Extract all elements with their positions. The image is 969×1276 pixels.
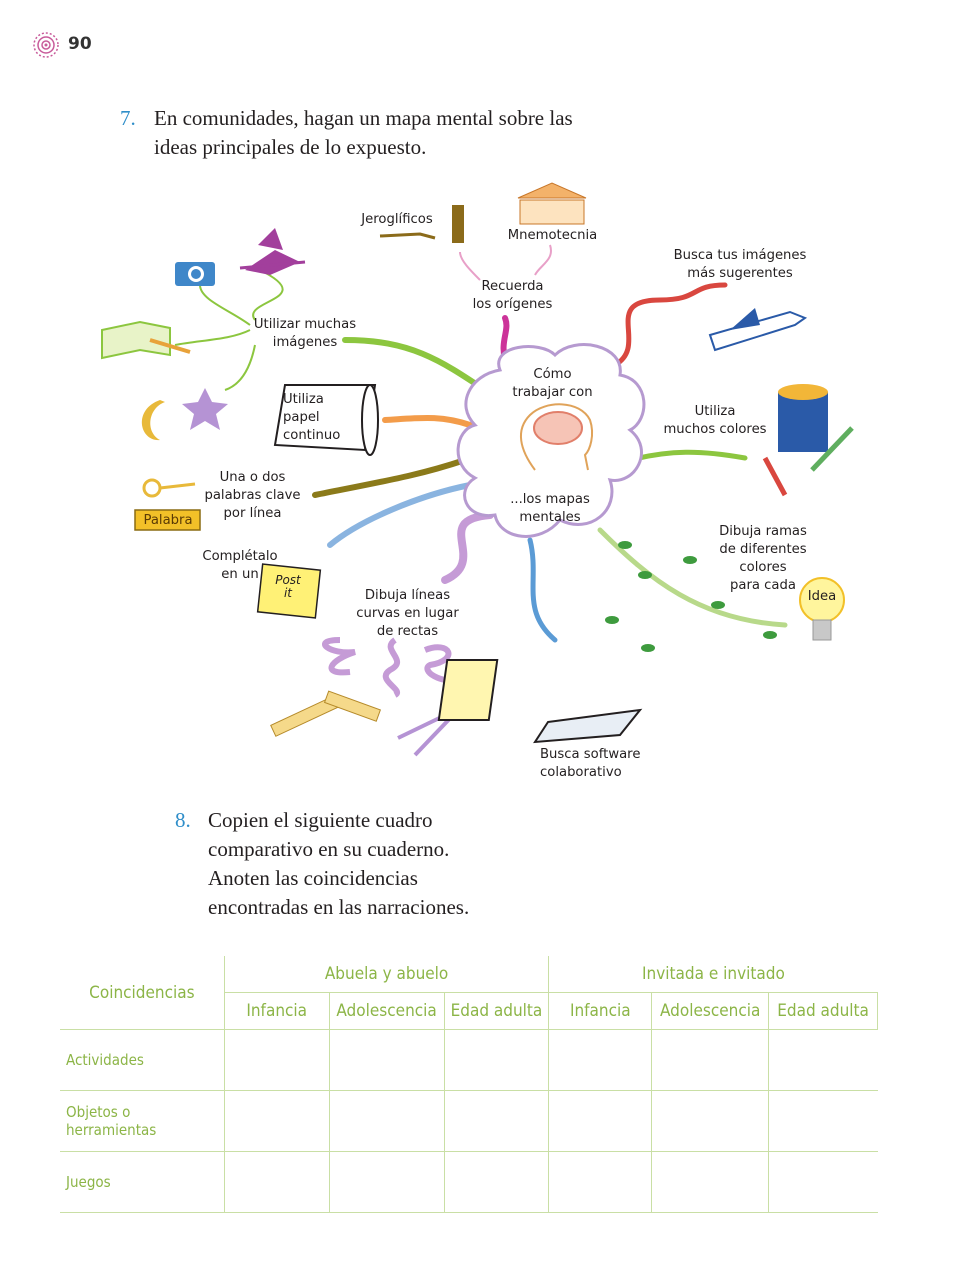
paper-roll-icon bbox=[273, 384, 379, 456]
table-subheader: Adolescencia bbox=[328, 992, 445, 1030]
branch-ramas bbox=[597, 527, 788, 628]
question-text-line: ideas principales de lo expuesto. bbox=[154, 135, 427, 159]
comparison-table: Coincidencias Abuela y abuelo Invitada e… bbox=[60, 956, 878, 1213]
laptop-icon bbox=[437, 659, 643, 744]
label-completalo: Complétalo en un bbox=[202, 549, 278, 582]
branch-search bbox=[612, 282, 728, 368]
table-cell[interactable] bbox=[548, 1151, 653, 1213]
space-shuttle-icon bbox=[708, 308, 808, 352]
table-subheader: Edad adulta bbox=[768, 992, 878, 1030]
mind-map bbox=[90, 175, 890, 800]
brain-icon bbox=[533, 411, 583, 445]
label-software: Busca software colaborativo bbox=[540, 747, 641, 780]
label-mnemotecnia: Mnemotecnia bbox=[507, 228, 598, 243]
label-jeroglificos: Jeroglíficos bbox=[361, 212, 433, 227]
idea-label: Idea bbox=[807, 589, 837, 604]
paint-can-icon bbox=[762, 384, 854, 497]
table-cell[interactable] bbox=[651, 1151, 770, 1213]
table-row: Juegos bbox=[60, 1151, 878, 1213]
question-number: 8. bbox=[175, 808, 191, 832]
camera-icon bbox=[175, 262, 215, 286]
label-palabras: Una o dos palabras clave por línea bbox=[204, 470, 301, 521]
label-recuerda: Recuerda los orígenes bbox=[472, 279, 553, 312]
mind-map-illustration bbox=[101, 182, 854, 757]
question-text-line: En comunidades, hagan un mapa mental sob… bbox=[154, 106, 573, 130]
question-text-line: Anoten las coincidencias bbox=[208, 866, 418, 890]
key-icon bbox=[142, 478, 196, 498]
center-text-top: Cómo trabajar con bbox=[512, 367, 593, 400]
table-cell[interactable] bbox=[548, 1029, 653, 1091]
hieroglyph-icon bbox=[379, 205, 464, 243]
page-number: 90 bbox=[68, 34, 92, 54]
branch-postit bbox=[327, 482, 473, 548]
table-cell[interactable] bbox=[443, 1029, 550, 1091]
table-cell[interactable] bbox=[443, 1151, 550, 1213]
branch-images bbox=[342, 337, 488, 393]
branch-keywords bbox=[312, 457, 468, 498]
witch-icon bbox=[239, 228, 306, 275]
table-group-header: Invitada e invitado bbox=[548, 956, 878, 993]
table-row: Actividades bbox=[60, 1029, 878, 1091]
label-papel: Utiliza papel continuo bbox=[283, 392, 341, 443]
table-row-label: Actividades bbox=[60, 1029, 225, 1091]
branch-software bbox=[527, 537, 558, 643]
branch-paper bbox=[382, 415, 473, 428]
center-text-bottom: ...los mapas mentales bbox=[510, 492, 590, 525]
table-row-label: Objetos o herramientas bbox=[60, 1090, 225, 1152]
table-cell[interactable] bbox=[328, 1090, 445, 1152]
label-ramas: Dibuja ramas de diferentes colores para … bbox=[719, 524, 807, 593]
table-row: Objetos o herramientas bbox=[60, 1090, 878, 1152]
star-icon bbox=[182, 388, 228, 430]
table-cell[interactable] bbox=[651, 1090, 770, 1152]
label-colores: Utiliza muchos colores bbox=[663, 404, 767, 437]
table-corner-header: Coincidencias bbox=[60, 956, 225, 1030]
question-text-line: encontradas en las narraciones. bbox=[208, 895, 470, 919]
table-cell[interactable] bbox=[223, 1151, 330, 1213]
question-8: 8. Copien el siguiente cuadro comparativ… bbox=[175, 806, 595, 922]
table-subheader: Infancia bbox=[548, 992, 653, 1030]
palabra-tag bbox=[134, 509, 201, 531]
postit-label: Post it bbox=[275, 573, 301, 600]
table-cell[interactable] bbox=[768, 1029, 878, 1091]
temple-icon bbox=[517, 182, 587, 225]
table-cell[interactable] bbox=[768, 1151, 878, 1213]
table-cell[interactable] bbox=[768, 1090, 878, 1152]
branch-colors bbox=[627, 449, 748, 463]
wave-line-icon bbox=[382, 637, 401, 698]
table-group-header: Abuela y abuelo bbox=[223, 956, 550, 993]
label-utilizar-imagenes: Utilizar muchas imágenes bbox=[253, 317, 357, 350]
branch-curves bbox=[441, 511, 494, 584]
spiral-line-icon bbox=[322, 637, 356, 676]
table-cell[interactable] bbox=[651, 1029, 770, 1091]
question-text-line: Copien el siguiente cuadro bbox=[208, 808, 433, 832]
table-cell[interactable] bbox=[223, 1090, 330, 1152]
table-cell[interactable] bbox=[328, 1151, 445, 1213]
table-row-label: Juegos bbox=[60, 1151, 225, 1213]
palabra-tag-label: Palabra bbox=[143, 513, 193, 528]
table-cell[interactable] bbox=[328, 1029, 445, 1091]
question-number: 7. bbox=[120, 106, 136, 130]
question-text-line: comparativo en su cuaderno. bbox=[208, 837, 450, 861]
ruler-icon bbox=[323, 690, 382, 722]
lightbulb-icon bbox=[799, 577, 845, 641]
label-busca-imagenes: Busca tus imágenes más sugerentes bbox=[673, 248, 807, 281]
table-cell[interactable] bbox=[223, 1029, 330, 1091]
leaves-decoration bbox=[605, 541, 777, 652]
table-cell[interactable] bbox=[443, 1090, 550, 1152]
table-cell[interactable] bbox=[548, 1090, 653, 1152]
table-subheader: Infancia bbox=[223, 992, 330, 1030]
table-subheader: Adolescencia bbox=[651, 992, 770, 1030]
postit-note bbox=[256, 563, 322, 619]
question-7: 7. En comunidades, hagan un mapa mental … bbox=[120, 104, 680, 162]
moon-icon bbox=[141, 400, 165, 441]
label-lineas-curvas: Dibuja líneas curvas en lugar de rectas bbox=[356, 588, 459, 639]
table-subheader: Edad adulta bbox=[443, 992, 550, 1030]
head-outline bbox=[519, 403, 594, 471]
book-icon bbox=[101, 320, 191, 360]
page-ornament-icon bbox=[32, 31, 60, 64]
